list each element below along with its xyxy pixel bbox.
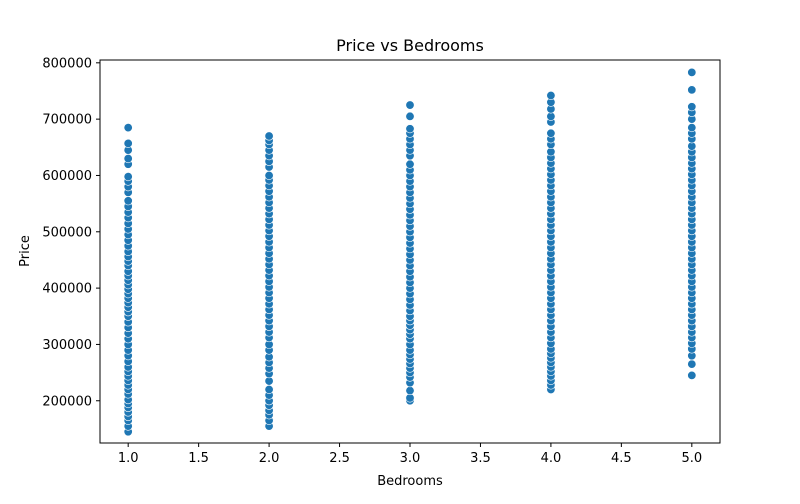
x-tick-label: 4.5 [611, 451, 632, 466]
y-tick-label: 400000 [42, 282, 92, 297]
data-point [687, 123, 697, 133]
x-tick-label: 2.5 [329, 451, 350, 466]
x-tick-label: 3.0 [400, 451, 421, 466]
data-point [405, 159, 415, 169]
data-point [546, 90, 556, 100]
data-point [123, 123, 133, 133]
y-axis-ticks: 200000 300000 400000 500000 600000 700000 8000… [42, 56, 100, 409]
data-point [123, 138, 133, 148]
data-points [123, 67, 697, 437]
data-point [546, 128, 556, 138]
data-point [687, 370, 697, 380]
data-point [264, 384, 274, 394]
x-axis-label: Bedrooms [377, 474, 443, 489]
chart-title: Price vs Bedrooms [336, 36, 484, 55]
data-point [687, 85, 697, 95]
x-tick-label: 5.0 [681, 451, 702, 466]
y-tick-label: 600000 [42, 169, 92, 184]
data-point [405, 111, 415, 121]
x-tick-label: 3.5 [470, 451, 491, 466]
x-tick-label: 1.5 [188, 451, 209, 466]
x-tick-label: 1.0 [118, 451, 139, 466]
y-axis-label: Price [18, 235, 33, 267]
x-axis-ticks: 1.0 1.5 2.0 2.5 3.0 3.5 4.0 4.5 5.0 [118, 443, 702, 466]
y-tick-label: 300000 [42, 338, 92, 353]
y-tick-label: 500000 [42, 225, 92, 240]
data-point [405, 100, 415, 110]
data-point [687, 67, 697, 77]
data-point [123, 154, 133, 164]
data-point [687, 102, 697, 112]
y-tick-label: 200000 [42, 394, 92, 409]
data-point [123, 196, 133, 206]
y-tick-label: 800000 [42, 56, 92, 71]
x-tick-label: 4.0 [541, 451, 562, 466]
data-point [123, 172, 133, 182]
data-point [264, 131, 274, 141]
data-point [687, 359, 697, 369]
data-point [264, 170, 274, 180]
data-point [405, 386, 415, 396]
x-tick-label: 2.0 [259, 451, 280, 466]
y-tick-label: 700000 [42, 113, 92, 128]
data-point [405, 124, 415, 134]
